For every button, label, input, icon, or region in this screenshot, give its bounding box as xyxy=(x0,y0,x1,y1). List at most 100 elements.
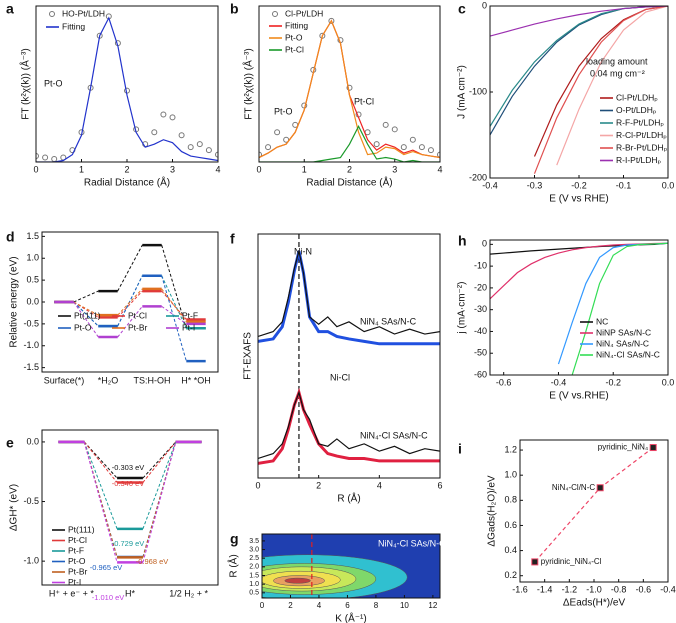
connector xyxy=(142,441,177,483)
data-label: -0.340 eV xyxy=(112,479,145,488)
data-point xyxy=(283,136,290,143)
y-tick-label: -10 xyxy=(474,261,487,271)
y-tick-label: -30 xyxy=(474,304,487,314)
x-tick-label: -0.4 xyxy=(551,377,567,387)
y-axis-label: FT (k²χ(k)) (Å⁻³) xyxy=(19,48,32,119)
y-axis-label: j (mA·cm⁻²) xyxy=(457,282,468,335)
legend-label: Pt-F xyxy=(182,310,198,320)
y-tick-label: 0.5 xyxy=(26,275,39,285)
x-tick-label: 8 xyxy=(374,601,379,610)
legend-label: Fitting xyxy=(62,21,85,31)
legend-label: R-I-Pt/LDHₚ xyxy=(616,155,662,165)
connector xyxy=(83,441,118,483)
connector xyxy=(117,290,143,318)
legend-label: NiN₄ SAs/N-C xyxy=(596,338,649,348)
y-tick-label: 0.2 xyxy=(504,570,517,580)
point-label: pyridinic_NiN₄ xyxy=(598,443,648,452)
data-label: -0.303 eV xyxy=(112,463,145,472)
connector xyxy=(161,305,187,325)
x-tick-label: -1.2 xyxy=(562,584,578,594)
y-tick-label: -100 xyxy=(469,86,487,96)
legend-label: NC xyxy=(596,316,608,326)
y-tick-label: 1.0 xyxy=(249,581,259,588)
y-tick-label: -50 xyxy=(474,348,487,358)
panel: -1.6 -1.4 -1.2 -1.0 -0.8 -0.6 -0.4 0.2 0.4 0.6 0.8… xyxy=(458,439,676,609)
connector xyxy=(73,290,99,303)
x-tick-label: 3 xyxy=(392,164,397,174)
panel: 0 2 4 6 8 10 12 0.5 1.0 1.52.0 2.5 3.03.5 K (Å⁻¹) R (… xyxy=(227,531,447,623)
y-tick-label: 0.8 xyxy=(504,495,517,505)
y-axis-label: Relative energy (eV) xyxy=(9,256,20,347)
x-tick-label: 0 xyxy=(255,480,260,490)
plot-area xyxy=(259,17,440,162)
legend-label: R-F-Pt/LDHₚ xyxy=(616,117,664,127)
point-label: NiN₄-Cl/N-C xyxy=(552,483,595,492)
data-line xyxy=(259,125,440,162)
connector xyxy=(142,441,177,530)
plot-area xyxy=(490,242,668,375)
y-tick-label: 1.5 xyxy=(249,572,259,579)
chart-title: NiN₄-Cl SAs/N-C xyxy=(378,538,446,548)
y-axis-label: FT-EXAFS xyxy=(243,332,254,380)
panel-letter: f xyxy=(230,231,235,247)
x-tick-label: 2 xyxy=(124,164,129,174)
data-point xyxy=(427,147,434,154)
x-tick-label: -0.4 xyxy=(660,584,676,594)
y-tick-label: 0.4 xyxy=(504,545,517,555)
connector xyxy=(142,441,177,558)
x-tick-label: 1 xyxy=(302,164,307,174)
y-tick-label: 1.2 xyxy=(504,444,517,454)
data-line xyxy=(258,387,440,465)
x-tick-label: *H₂O xyxy=(98,375,119,385)
panel: -0.6 -0.4 -0.2 0.0 -60 -50 -40 -30 -20 -10 0 E (V v… xyxy=(457,233,675,402)
data-point xyxy=(596,484,604,492)
connector xyxy=(73,301,99,338)
annotation: Ni-Cl xyxy=(330,372,350,382)
data-point xyxy=(215,151,218,158)
data-point xyxy=(196,141,203,148)
connector xyxy=(161,290,187,320)
y-tick-label: 1.5 xyxy=(26,231,39,241)
x-tick-label: 10 xyxy=(400,601,409,610)
x-tick-label: H* *OH xyxy=(181,375,211,385)
connector xyxy=(142,441,177,479)
panel-letter: c xyxy=(458,1,466,17)
x-tick-label: 4 xyxy=(437,164,442,174)
x-tick-label: 12 xyxy=(428,601,437,610)
x-tick-label: 4 xyxy=(317,601,322,610)
x-tick-label: 2 xyxy=(347,164,352,174)
y-tick-label: 1.0 xyxy=(504,470,517,480)
annotation: Pt-O xyxy=(274,106,293,116)
legend-label: Pt-O xyxy=(74,322,92,332)
y-tick-label: 0.6 xyxy=(504,520,517,530)
x-axis-label: Radial Distance (Å) xyxy=(84,176,170,189)
x-tick-label: -1.0 xyxy=(586,584,602,594)
y-axis-label: ΔGH* (eV) xyxy=(9,484,20,531)
y-tick-label: 2.0 xyxy=(249,564,259,571)
data-point xyxy=(373,141,380,148)
x-tick-label: 0 xyxy=(260,601,265,610)
legend-label: Cl-Pt/LDHₚ xyxy=(616,92,658,102)
legend-label: Fitting xyxy=(285,20,308,30)
y-tick-label: 0 xyxy=(482,239,487,249)
x-tick-label: -0.8 xyxy=(611,584,627,594)
data-point xyxy=(400,144,407,151)
x-tick-label: 0 xyxy=(256,164,261,174)
x-tick-label: Surface(*) xyxy=(44,375,85,385)
x-tick-label: -0.3 xyxy=(527,180,543,190)
data-line xyxy=(258,390,440,460)
y-tick-label: -20 xyxy=(474,282,487,292)
y-tick-label: 3.0 xyxy=(249,546,259,553)
legend-swatch xyxy=(49,11,55,17)
data-label: -1.010 eV xyxy=(92,593,125,602)
panel: -0.4 -0.3 -0.2 -0.1 0.0 -200 -100 0 E (V vs RHE)… xyxy=(457,0,675,204)
x-tick-label: 2 xyxy=(288,601,293,610)
connector xyxy=(73,301,99,327)
x-tick-label: -1.4 xyxy=(537,584,553,594)
x-tick-label: -0.6 xyxy=(496,377,512,387)
legend-label: Pt-O xyxy=(68,556,86,566)
contour-level xyxy=(284,577,311,584)
data-point xyxy=(437,151,440,158)
legend-label: R-Br-Pt/LDHₚ xyxy=(616,142,668,152)
y-tick-label: -60 xyxy=(474,369,487,379)
